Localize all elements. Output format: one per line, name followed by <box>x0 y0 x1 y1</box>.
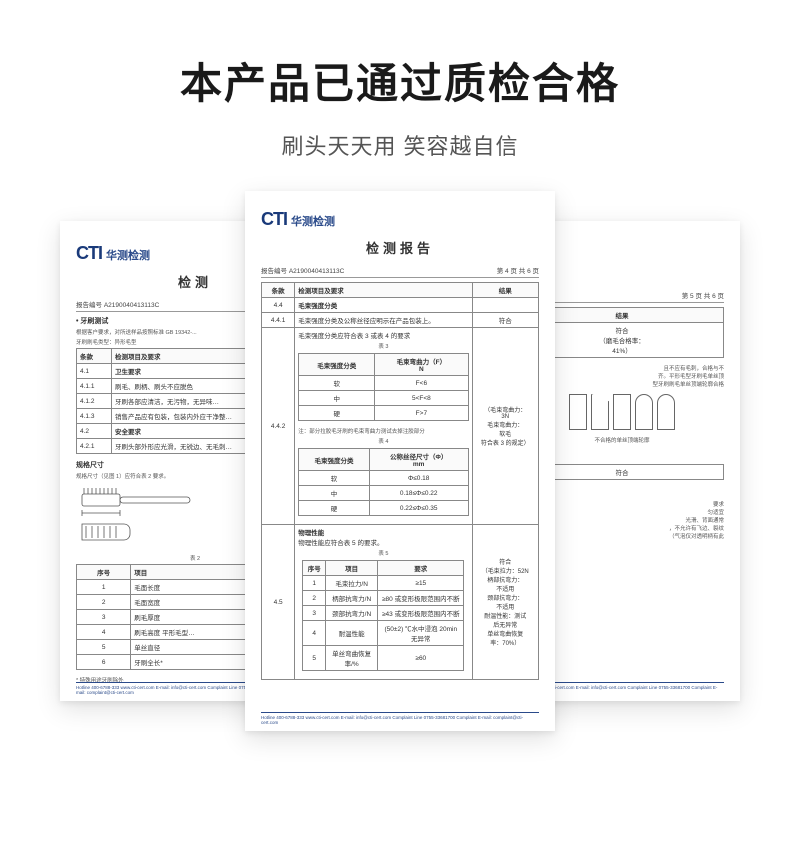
row442-text: 毛束强度分类应符合表 3 或表 4 的要求 <box>298 330 468 340</box>
table-row: 4.4.1 毛束强度分类及公称丝径应明示在产品包装上。 符合 <box>262 313 539 328</box>
table3-note: 注：部分拉胶毛牙刷的毛束弯曲力测试去掉注胶部分 <box>298 427 468 435</box>
t5-h2: 项目 <box>325 561 377 576</box>
shape-round2 <box>657 394 675 430</box>
table-row: 4.5 物理性能 物理性能应符合表 5 的要求。 表 5 序号 项目 要求 1毛… <box>262 525 539 680</box>
t3-h2: 毛束弯曲力（F） N <box>375 354 468 376</box>
table-row: 3颈部抗弯力/N≥43 或变形极限范围内不断 <box>303 606 464 621</box>
table-row: 5单丝弯曲恢复率/%≥60 <box>303 646 464 671</box>
table-row: 2柄部抗弯力/N≥80 或变形极限范围内不断 <box>303 591 464 606</box>
col-req: 检测项目及要求 <box>295 283 472 298</box>
logo-cti-text: CTI <box>76 243 102 264</box>
col-seq: 序号 <box>77 565 131 580</box>
toothbrush-diagram <box>76 486 196 546</box>
table-row: 中0.18≤Φ≤0.22 <box>299 486 468 501</box>
table-row: 4.4.2 毛束强度分类应符合表 3 或表 4 的要求 表 3 毛束强度分类毛束… <box>262 328 539 525</box>
logo-cn-text: 华测检测 <box>106 247 150 263</box>
col-clause: 条款 <box>262 283 295 298</box>
report-page-center: CTI 华测检测 检测报告 报告编号 A2190040413113C 第 4 页… <box>245 191 555 731</box>
table-row: 中5<F<8 <box>299 391 468 406</box>
t5-h3: 要求 <box>378 561 464 576</box>
table3-caption: 表 3 <box>298 342 468 350</box>
main-table: 条款 检测项目及要求 结果 4.4 毛束强度分类 4.4.1 毛束强度分类及公称… <box>261 282 539 680</box>
table5-caption: 表 5 <box>298 549 468 557</box>
table-row: 1毛束拉力/N≥15 <box>303 576 464 591</box>
shape-rect <box>569 394 587 430</box>
shape-round <box>635 394 653 430</box>
table-row: 4.4 毛束强度分类 <box>262 298 539 313</box>
logo-cn-text: 华测检测 <box>291 213 335 229</box>
col-clause: 条款 <box>77 349 112 364</box>
table3: 毛束强度分类毛束弯曲力（F） N 软F<6 中5<F<8 硬F>7 <box>298 353 468 421</box>
row45-body: 物理性能应符合表 5 的要求。 <box>298 537 468 547</box>
doc-footer-center: Hotline 400-6788-333 www.cti-cert.com E-… <box>261 712 539 725</box>
page-indicator-right: 第 5 页 共 6 页 <box>682 290 724 300</box>
report-no: A2190040413113C <box>104 302 160 309</box>
t3-h1: 毛束强度分类 <box>299 354 375 376</box>
table-row: 4耐温性能(50±2) ℃水中浸泡 20min 无异常 <box>303 621 464 646</box>
report-no-label: 报告编号 <box>76 302 102 309</box>
page-indicator-center: 第 4 页 共 6 页 <box>497 265 539 275</box>
table4: 毛束强度分类公称丝径尺寸（Φ） mm 软Φ≤0.18 中0.18≤Φ≤0.22 … <box>298 448 468 516</box>
t4-h1: 毛束强度分类 <box>299 449 370 471</box>
report-no: A2190040413113C <box>289 268 345 275</box>
doc-title-center: 检测报告 <box>261 238 539 257</box>
table-row: 硬F>7 <box>299 406 468 421</box>
t4-h2: 公称丝径尺寸（Φ） mm <box>369 449 468 471</box>
shape-rect2 <box>613 394 631 430</box>
table-row: 软Φ≤0.18 <box>299 471 468 486</box>
shape-slant <box>591 394 609 430</box>
report-no-label: 报告编号 <box>261 268 287 275</box>
logo-cti-text: CTI <box>261 209 287 230</box>
table-row: 硬0.22≤Φ≤0.35 <box>299 501 468 516</box>
document-stage: CTI 华测检测 检测 报告编号 A2190040413113C • 牙刷测试 … <box>0 181 800 781</box>
table4-caption: 表 4 <box>298 437 468 445</box>
doc-meta-center: 报告编号 A2190040413113C 第 4 页 共 6 页 <box>261 265 539 278</box>
t5-h1: 序号 <box>303 561 326 576</box>
row45-title: 物理性能 <box>298 527 468 537</box>
cti-logo-center: CTI 华测检测 <box>261 209 539 230</box>
table-row: 软F<6 <box>299 376 468 391</box>
col-result: 结果 <box>472 283 538 298</box>
result-442: （毛束弯曲力： 3N 毛束弯曲力： 软毛 符合表 3 的规定） <box>472 328 538 525</box>
subheadline: 刷头天天用 笑容越自信 <box>0 129 800 161</box>
result-45: 符合 （毛束拉力：52N 柄部抗弯力： 不适用 颈部抗弯力： 不适用 耐温性能：… <box>472 525 538 680</box>
headline: 本产品已通过质检合格 <box>0 50 800 111</box>
table5: 序号 项目 要求 1毛束拉力/N≥15 2柄部抗弯力/N≥80 或变形极限范围内… <box>302 560 464 671</box>
